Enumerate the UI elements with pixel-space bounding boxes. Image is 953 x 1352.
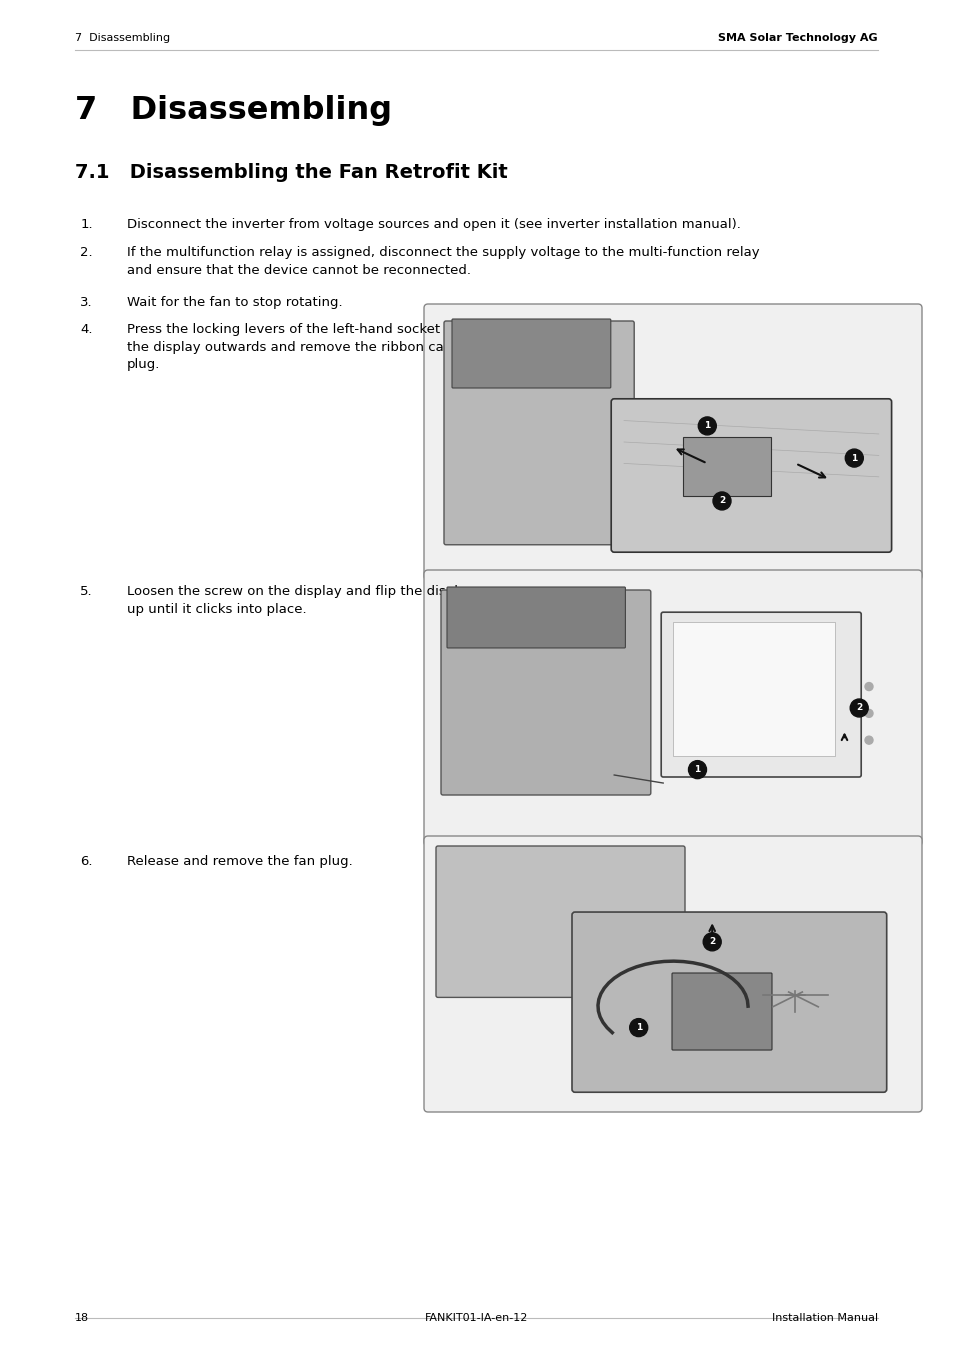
Text: 1: 1 <box>635 1023 641 1032</box>
FancyBboxPatch shape <box>423 571 921 846</box>
Text: 1.: 1. <box>80 218 92 231</box>
FancyBboxPatch shape <box>423 836 921 1111</box>
Text: 4.: 4. <box>80 323 92 337</box>
Text: Release and remove the fan plug.: Release and remove the fan plug. <box>127 854 353 868</box>
Circle shape <box>688 761 706 779</box>
Text: 2.: 2. <box>80 246 92 260</box>
Text: If the multifunction relay is assigned, disconnect the supply voltage to the mul: If the multifunction relay is assigned, … <box>127 246 759 277</box>
Text: 3.: 3. <box>80 296 92 310</box>
Text: 2: 2 <box>855 703 862 713</box>
Text: Press the locking levers of the left-hand socket on
the display outwards and rem: Press the locking levers of the left-han… <box>127 323 464 370</box>
Text: 6.: 6. <box>80 854 92 868</box>
Text: SMA Solar Technology AG: SMA Solar Technology AG <box>718 32 877 43</box>
Text: 1: 1 <box>703 422 710 430</box>
Circle shape <box>712 492 730 510</box>
Circle shape <box>849 699 867 717</box>
FancyBboxPatch shape <box>660 612 861 777</box>
Text: 1: 1 <box>850 453 857 462</box>
FancyBboxPatch shape <box>423 304 921 580</box>
Text: 1: 1 <box>694 765 700 775</box>
FancyBboxPatch shape <box>447 587 625 648</box>
Circle shape <box>844 449 862 466</box>
Text: Installation Manual: Installation Manual <box>771 1313 877 1324</box>
Circle shape <box>864 683 872 691</box>
FancyBboxPatch shape <box>452 319 610 388</box>
Text: 2: 2 <box>708 937 715 946</box>
Text: Loosen the screw on the display and flip the display
up until it clicks into pla: Loosen the screw on the display and flip… <box>127 585 474 615</box>
Bar <box>672 622 834 756</box>
FancyBboxPatch shape <box>671 973 771 1051</box>
Bar <box>682 437 770 496</box>
Circle shape <box>864 735 872 744</box>
Text: 5.: 5. <box>80 585 92 598</box>
FancyBboxPatch shape <box>436 846 684 998</box>
Text: 7   Disassembling: 7 Disassembling <box>75 95 392 126</box>
Text: Disconnect the inverter from voltage sources and open it (see inverter installat: Disconnect the inverter from voltage sou… <box>127 218 740 231</box>
FancyBboxPatch shape <box>443 320 634 545</box>
FancyBboxPatch shape <box>611 399 891 552</box>
Text: Wait for the fan to stop rotating.: Wait for the fan to stop rotating. <box>127 296 342 310</box>
Text: 18: 18 <box>75 1313 89 1324</box>
FancyBboxPatch shape <box>440 589 650 795</box>
Circle shape <box>629 1018 647 1037</box>
Circle shape <box>864 710 872 718</box>
Circle shape <box>702 933 720 950</box>
Text: 7.1   Disassembling the Fan Retrofit Kit: 7.1 Disassembling the Fan Retrofit Kit <box>75 164 507 183</box>
Text: 2: 2 <box>719 496 724 506</box>
FancyBboxPatch shape <box>572 913 885 1092</box>
Text: 7  Disassembling: 7 Disassembling <box>75 32 170 43</box>
Text: FANKIT01-IA-en-12: FANKIT01-IA-en-12 <box>425 1313 528 1324</box>
Circle shape <box>698 416 716 435</box>
